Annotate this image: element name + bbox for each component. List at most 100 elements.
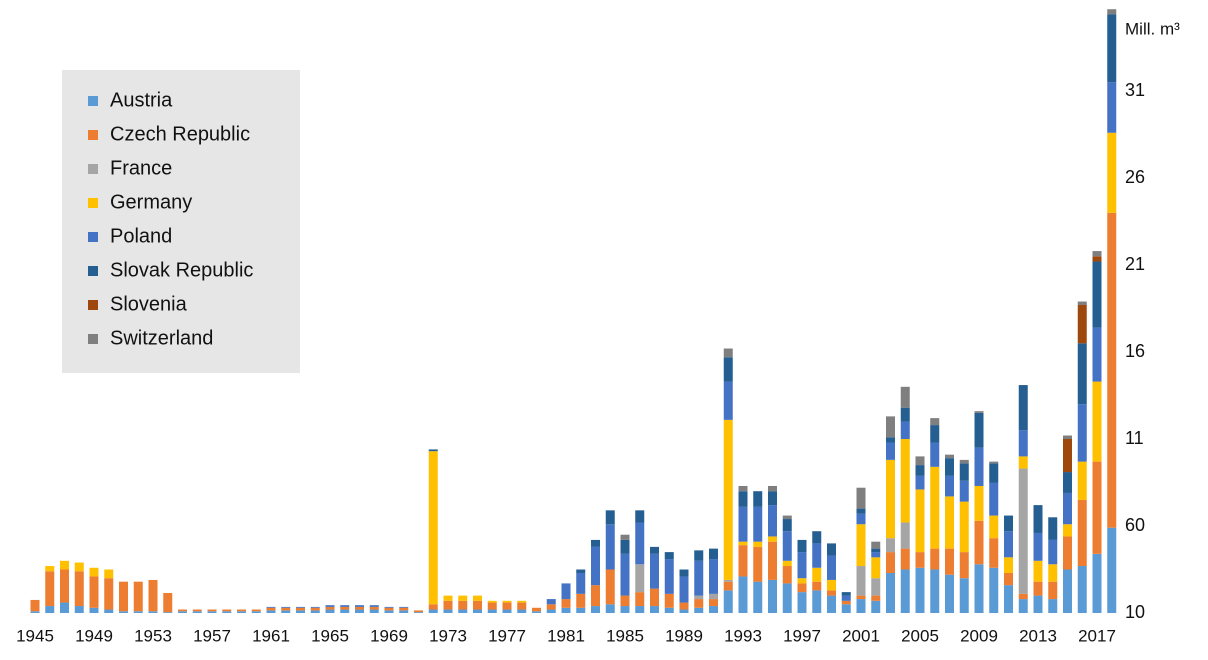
bar-segment: [384, 610, 394, 613]
bar-segment: [650, 588, 659, 607]
bar-segment: [473, 595, 482, 601]
bar-segment: [325, 605, 335, 607]
bar-segment: [812, 581, 822, 591]
bar-segment: [974, 485, 984, 521]
y-tick-label: 21: [1125, 254, 1145, 274]
bar-segment: [60, 602, 69, 613]
bar-segment: [664, 607, 674, 613]
bar-segment: [915, 465, 925, 476]
bar-segment: [576, 593, 586, 608]
bar-segment: [871, 595, 881, 601]
y-tick-label: 10: [1125, 602, 1145, 622]
bar-segment: [753, 546, 763, 582]
bar-segment: [1033, 532, 1043, 561]
bar-segment: [797, 583, 807, 593]
bar-segment: [502, 602, 512, 610]
bar-segment: [1063, 524, 1072, 537]
bar-segment: [369, 609, 379, 613]
legend-swatch: [88, 266, 98, 276]
bar-segment: [1063, 569, 1072, 613]
bar-segment: [296, 606, 305, 608]
bar-segment: [45, 571, 55, 607]
bar-segment: [546, 604, 556, 610]
bar-segment: [768, 485, 777, 492]
bar-segment: [871, 548, 881, 553]
bar-segment: [679, 576, 689, 603]
bar-segment: [163, 592, 173, 613]
y-tick-label: 26: [1125, 167, 1145, 187]
bar-segment: [900, 421, 910, 439]
bar-segment: [428, 604, 438, 610]
bar-segment: [856, 595, 866, 600]
bar-segment: [768, 491, 777, 506]
bar-segment: [871, 578, 881, 596]
bar-segment: [945, 454, 954, 459]
bar-segment: [178, 611, 187, 613]
bar-segment: [119, 611, 128, 613]
bar-segment: [841, 592, 851, 596]
bar-segment: [974, 564, 984, 613]
bar-segment: [266, 607, 276, 611]
bar-segment: [723, 590, 733, 613]
bar-segment: [591, 606, 600, 613]
bar-segment: [841, 600, 851, 605]
bar-segment: [104, 609, 114, 613]
bar-segment: [782, 566, 792, 584]
bar-segment: [561, 583, 571, 600]
bar-segment: [915, 552, 925, 568]
x-tick-label: 1977: [488, 626, 526, 645]
bar-segment: [694, 560, 704, 596]
bar-segment: [104, 569, 114, 579]
bar-segment: [841, 604, 851, 613]
bar-segment: [355, 606, 364, 610]
x-tick-label: 1961: [252, 626, 290, 645]
bar-segment: [930, 425, 940, 443]
bar-segment: [959, 463, 969, 481]
bar-segment: [797, 592, 807, 613]
x-tick-label: 1973: [429, 626, 467, 645]
bar-segment: [856, 513, 866, 525]
bar-segment: [443, 595, 453, 601]
legend-label: Switzerland: [110, 327, 213, 349]
bar-segment: [664, 593, 674, 608]
bar-segment: [915, 456, 925, 466]
bar-segment: [915, 475, 925, 490]
bar-segment: [723, 357, 733, 382]
bar-segment: [945, 548, 954, 575]
bar-segment: [561, 599, 571, 608]
bar-segment: [930, 466, 940, 549]
bar-segment: [871, 557, 881, 579]
bar-segment: [812, 590, 822, 613]
bar-segment: [945, 475, 954, 497]
bar-segment: [694, 607, 704, 613]
bar-segment: [900, 407, 910, 422]
legend-swatch: [88, 232, 98, 242]
bar-segment: [1018, 468, 1028, 594]
bar-segment: [443, 609, 453, 613]
x-tick-label: 2009: [960, 626, 998, 645]
x-tick-label: 1957: [193, 626, 231, 645]
x-tick-label: 1989: [665, 626, 703, 645]
bar-segment: [532, 607, 541, 612]
legend-swatch: [88, 164, 98, 174]
bar-segment: [30, 611, 40, 613]
bar-segment: [458, 600, 468, 610]
legend-box: [62, 70, 300, 373]
bar-segment: [369, 605, 379, 607]
bar-segment: [133, 581, 143, 612]
bar-segment: [281, 610, 291, 613]
legend-swatch: [88, 198, 98, 208]
bar-segment: [1004, 515, 1013, 532]
bar-segment: [1018, 599, 1028, 613]
bar-segment: [325, 606, 335, 610]
bar-segment: [989, 538, 999, 568]
bar-segment: [443, 600, 453, 610]
bar-segment: [1092, 461, 1102, 554]
bar-segment: [310, 610, 320, 613]
legend-label: Austria: [110, 89, 173, 111]
bar-segment: [89, 576, 99, 608]
bar-segment: [1004, 585, 1013, 613]
bar-segment: [163, 612, 173, 613]
bar-segment: [1077, 301, 1087, 306]
bar-segment: [782, 560, 792, 567]
